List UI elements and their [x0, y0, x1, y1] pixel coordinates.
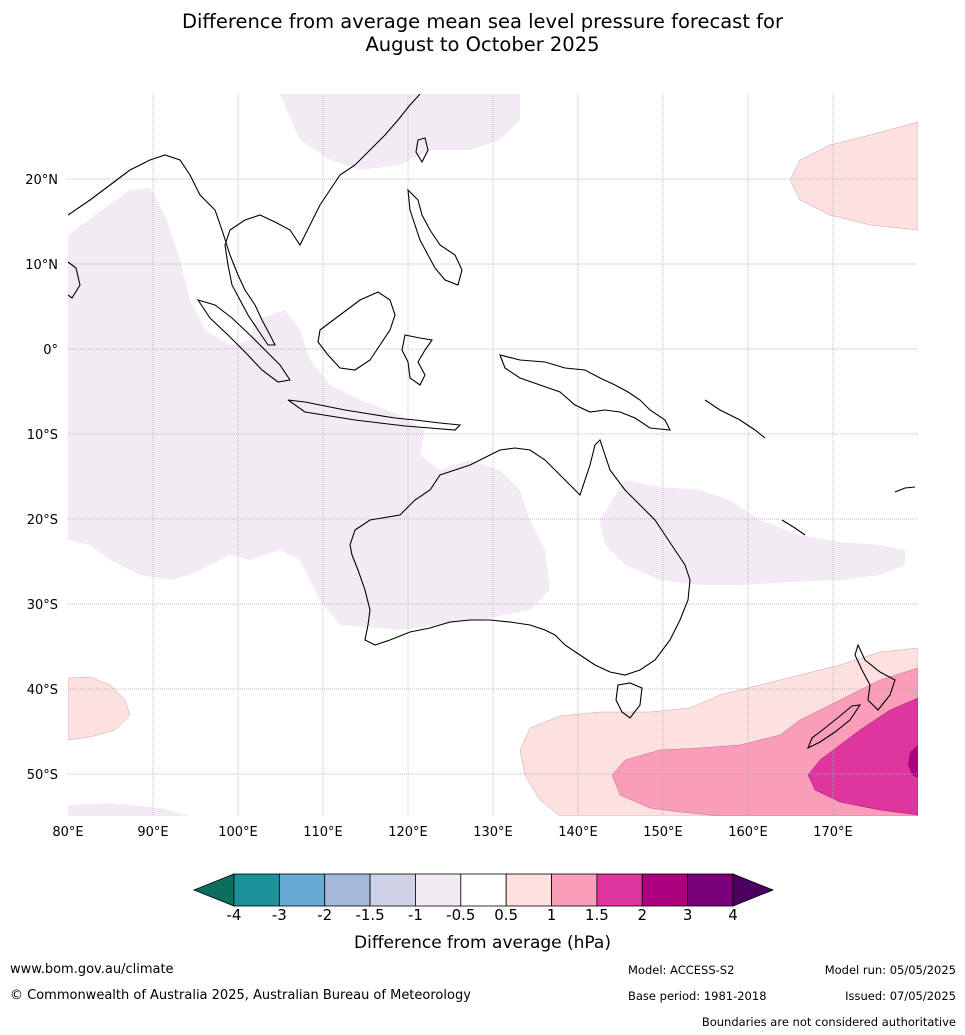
lon-tick-label: 160°E [728, 825, 768, 840]
colorbar-swatch [460, 873, 507, 907]
colorbar-swatch [505, 873, 552, 907]
colorbar-swatch [233, 873, 280, 907]
footer-website: www.bom.gov.au/climate [10, 962, 174, 977]
coastline-nz-south [806, 704, 862, 750]
colorbar-swatch [324, 873, 371, 907]
colorbar-tick-label: 3 [682, 906, 693, 924]
coastline-taiwan [415, 137, 429, 164]
region-south-west-low [68, 803, 190, 816]
pressure-anomaly-layer [68, 94, 918, 816]
colorbar [192, 873, 775, 907]
colorbar-swatch [369, 873, 416, 907]
footer-disclaimer: Boundaries are not considered authoritat… [701, 1015, 956, 1029]
region-coral-sea-low [600, 480, 905, 585]
lat-tick-label: 40°S [27, 683, 58, 698]
colorbar-tick-label: 4 [728, 906, 738, 924]
coastline-new-caledonia [781, 519, 806, 536]
longitude-labels: 80°E 90°E 100°E 110°E 120°E 130°E 140°E 150°E 16… [52, 825, 852, 840]
coastline-nz-north [854, 643, 896, 711]
colorbar-swatch [596, 873, 643, 907]
title-line-2: August to October 2025 [365, 33, 600, 56]
lon-tick-label: 140°E [558, 825, 598, 840]
region-nz-south-peak [908, 745, 918, 778]
lon-tick-label: 90°E [137, 825, 168, 840]
lon-tick-label: 170°E [813, 825, 853, 840]
colorbar-swatch [687, 873, 734, 907]
colorbar-tick-label: -2 [317, 906, 333, 924]
colorbar-tick-label: -4 [226, 906, 242, 924]
colorbar-swatch [278, 873, 326, 907]
colorbar-tick-label: -1 [407, 906, 423, 924]
coastline-borneo [317, 291, 396, 371]
coastline-sri-lanka [68, 261, 81, 299]
region-indian-ocean-low [68, 188, 550, 630]
coastline-mainland-asia [68, 94, 421, 346]
footer-model: Model: ACCESS-S2 [628, 963, 735, 977]
colorbar-swatch [551, 873, 598, 907]
latitude-labels: 20°N 10°N 0° 10°S 20°S 30°S 40°S 50°S [25, 173, 58, 783]
colorbar-swatch [415, 873, 462, 907]
colorbar-tick-label: 0.5 [494, 906, 519, 924]
region-indian-ocean-low-north [68, 295, 120, 350]
colorbar-tick-label: 1.5 [584, 906, 609, 924]
lon-tick-label: 100°E [218, 825, 258, 840]
colorbar-extend-high [732, 873, 775, 907]
lon-tick-label: 80°E [52, 825, 83, 840]
coastline-fiji [894, 486, 916, 493]
lat-tick-label: 20°N [25, 173, 58, 188]
lon-tick-label: 130°E [473, 825, 513, 840]
footer-issued: Issued: 07/05/2025 [845, 989, 956, 1003]
footer-copyright: © Commonwealth of Australia 2025, Austra… [10, 988, 471, 1003]
coastline-new-guinea [499, 354, 671, 431]
region-nz-south-highest [807, 697, 918, 816]
lat-tick-label: 30°S [27, 598, 58, 613]
lat-tick-label: 50°S [27, 768, 58, 783]
coastline-philippines [407, 188, 463, 286]
footer-model-run: Model run: 05/05/2025 [824, 963, 956, 977]
colorbar-tick-label: 2 [637, 906, 648, 924]
region-pacific-north-low [280, 94, 520, 170]
lon-tick-label: 150°E [643, 825, 683, 840]
footer-base-period: Base period: 1981-2018 [628, 989, 767, 1003]
colorbar-extend-low [192, 873, 235, 907]
coastline-sulawesi [401, 334, 433, 386]
lat-tick-label: 20°S [27, 513, 58, 528]
title-line-1: Difference from average mean sea level p… [182, 10, 783, 33]
colorbar-tick-label: 1 [546, 906, 557, 924]
colorbar-tick-label: -0.5 [446, 906, 476, 924]
colorbar-tick-label: -3 [271, 906, 287, 924]
lat-tick-label: 10°S [27, 428, 58, 443]
coastlines [68, 94, 916, 750]
coastline-australia [349, 438, 691, 676]
coastline-java [287, 399, 462, 431]
coastline-solomon-islands [704, 399, 766, 439]
map-title: Difference from average mean sea level p… [0, 10, 965, 56]
lat-tick-label: 0° [43, 343, 58, 358]
coastline-sumatra [196, 299, 291, 383]
colorbar-tick-label: -1.5 [355, 906, 385, 924]
lon-tick-label: 110°E [303, 825, 343, 840]
coastline-tasmania [615, 682, 643, 719]
region-west-south-high [68, 676, 131, 741]
colorbar-swatch [641, 873, 689, 907]
colorbar-label: Difference from average (hPa) [354, 933, 611, 953]
lat-tick-label: 10°N [25, 258, 58, 273]
region-pacific-north-high [789, 121, 918, 231]
grid-lines [68, 94, 918, 816]
lon-tick-label: 120°E [388, 825, 428, 840]
